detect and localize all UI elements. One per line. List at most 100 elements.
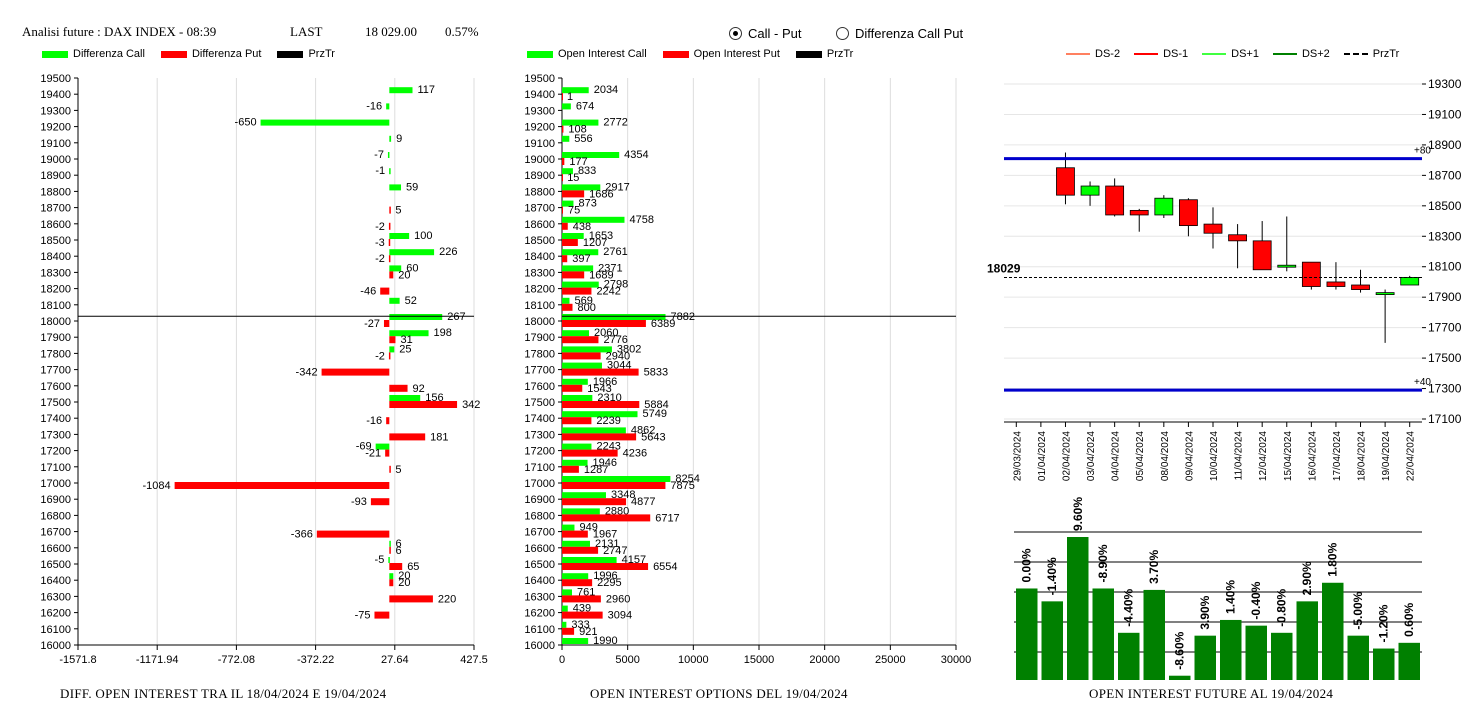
x-tick-label: 5000 (615, 654, 639, 666)
data-label-put: -21 (365, 448, 381, 460)
bar-oi-put (562, 352, 601, 360)
data-label-put: 2239 (596, 415, 620, 427)
y-tick-label: 18400 (40, 251, 71, 263)
bar-future-oi (1271, 632, 1293, 680)
bar-future-oi (1296, 601, 1318, 680)
legend-label: Differenza Call (73, 48, 145, 60)
x-tick-label: 16/04/2024 (1307, 431, 1318, 481)
data-label: 1.40% (1224, 580, 1238, 614)
bar-oi-call (562, 330, 590, 337)
radio-differenza-indicator[interactable] (836, 27, 849, 40)
y-tick-label: 19300 (40, 105, 71, 117)
y-tick-label: 17800 (40, 348, 71, 360)
bar-diff-put (388, 222, 391, 230)
bar-diff-call (389, 314, 443, 320)
data-label-put: 7875 (670, 480, 694, 492)
legend-candles: DS-2 DS-1 DS+1 DS+2 PrzTr (1066, 48, 1399, 60)
bar-future-oi (1041, 601, 1063, 680)
data-label-put: 6717 (655, 512, 679, 524)
bar-oi-call (562, 119, 599, 126)
bar-diff-call (389, 573, 394, 580)
radio-call-put-label: Call - Put (748, 26, 802, 41)
x-tick-label: -1571.8 (59, 654, 96, 666)
y-tick-label: 19300 (1428, 77, 1462, 91)
bar-diff-put (389, 271, 394, 279)
data-label-call: 2060 (594, 327, 618, 339)
bar-oi-put (562, 239, 578, 246)
data-label-put: 15 (567, 172, 579, 184)
y-tick-label: 18300 (524, 267, 555, 279)
data-label: 0.60% (1402, 602, 1416, 636)
bar-future-oi (1067, 537, 1089, 680)
data-label: -4.40% (1122, 588, 1136, 626)
bar-oi-call (562, 524, 575, 531)
bar-diff-put (389, 384, 408, 392)
x-tick-label: 0 (559, 654, 565, 666)
data-label-call: 2131 (595, 538, 619, 550)
data-label-call: 2761 (603, 246, 627, 258)
y-tick-label: 18500 (524, 235, 555, 247)
y-tick-label: 18800 (40, 186, 71, 198)
legend-item-przTr: PrzTr (277, 48, 335, 60)
legend-label: DS+2 (1301, 48, 1330, 60)
data-label-put: 1287 (584, 464, 608, 476)
radio-call-put-indicator[interactable] (729, 27, 742, 40)
bar-oi-put (562, 303, 573, 311)
data-label-put: 1967 (593, 529, 617, 541)
y-tick-label: 17000 (40, 478, 71, 490)
caption-oi: OPEN INTEREST OPTIONS DEL 19/04/2024 (590, 686, 848, 701)
legend-swatch (277, 50, 304, 58)
x-tick-label: 02/04/2024 (1061, 431, 1072, 481)
data-label-call: 2034 (594, 84, 618, 96)
bar-diff-put (174, 482, 390, 489)
data-label-put: 5 (395, 205, 401, 217)
legend-item-przTr: PrzTr (795, 48, 853, 60)
legend-swatch (1343, 53, 1368, 55)
bar-diff-put (388, 352, 391, 360)
level-label: +40 (1414, 377, 1431, 388)
legend-label: PrzTr (308, 48, 335, 60)
bar-diff-put (321, 368, 390, 376)
y-tick-label: 19400 (524, 89, 555, 101)
legend-diff: Differenza Call Differenza Put PrzTr (42, 48, 335, 60)
x-tick-label: 18/04/2024 (1357, 431, 1368, 481)
legend-item-oi-call: Open Interest Call (527, 48, 647, 60)
bar-oi-put (562, 190, 585, 198)
bar-diff-put (388, 239, 391, 246)
data-label: 2.90% (1300, 561, 1314, 595)
radio-differenza-label: Differenza Call Put (855, 26, 964, 41)
data-label-put: 4877 (631, 496, 655, 508)
bar-diff-put (316, 530, 390, 538)
y-tick-label: 17500 (524, 397, 555, 409)
data-label-put: 342 (462, 399, 480, 411)
radio-differenza[interactable]: Differenza Call Put (836, 26, 963, 41)
bar-diff-call (389, 330, 429, 337)
data-label-call: 8254 (675, 473, 699, 485)
y-tick-label: 16100 (524, 624, 555, 636)
data-label-put: 800 (578, 302, 596, 314)
y-tick-label: 19500 (40, 73, 71, 85)
data-label-call: 1966 (593, 376, 617, 388)
bar-future-oi (1347, 635, 1369, 680)
data-label-call: 52 (405, 295, 417, 307)
x-tick-label: 05/04/2024 (1135, 431, 1146, 481)
candle-down (1129, 209, 1149, 216)
radio-call-put[interactable]: Call - Put (729, 26, 801, 41)
bar-future-oi (1194, 635, 1216, 680)
x-tick-label: -372.22 (297, 654, 334, 666)
data-label-call: 100 (414, 230, 432, 242)
y-tick-label: 18500 (40, 235, 71, 247)
data-label: -1.40% (1045, 557, 1059, 595)
y-tick-label: 19000 (524, 154, 555, 166)
y-tick-label: 16700 (40, 527, 71, 539)
x-tick-label: -1171.94 (136, 654, 179, 666)
data-label-put: 2747 (603, 545, 627, 557)
bar-diff-put (389, 563, 403, 570)
data-label-put: 220 (438, 593, 456, 605)
data-label-call: 226 (439, 246, 457, 258)
y-tick-label: 18000 (40, 316, 71, 328)
data-label-put: 108 (568, 124, 586, 136)
bar-future-oi (1143, 589, 1165, 680)
candle-up (1277, 264, 1297, 268)
